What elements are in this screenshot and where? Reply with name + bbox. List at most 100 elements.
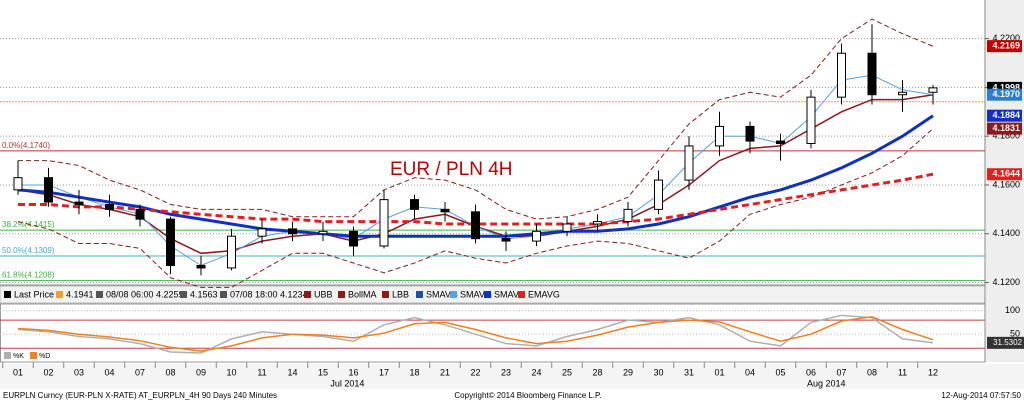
legend-value: 4.1563 [190, 289, 218, 299]
legend-entry: LBB [392, 289, 409, 299]
y-tick-label: 4.2200 [992, 33, 1020, 43]
y-tick-label: 100 [1005, 305, 1020, 315]
x-tick-label: 30 [653, 367, 663, 377]
series-line [17, 316, 934, 352]
value-box-label: 4.1970 [992, 89, 1020, 99]
x-tick-label: 22 [470, 367, 480, 377]
x-tick-label: 11 [898, 367, 907, 377]
month-label: Jul 2014 [330, 378, 364, 388]
legend-swatch [338, 291, 345, 298]
value-box-label: 4.1831 [992, 123, 1020, 133]
x-tick-label: 29 [623, 367, 633, 377]
x-tick-label: 31 [684, 367, 694, 377]
value-box-label: 4.2169 [992, 41, 1020, 51]
series-line [17, 128, 934, 288]
y-tick-label: 4.1200 [992, 277, 1020, 287]
value-box-label: 4.1998 [992, 82, 1020, 92]
x-tick-label: 18 [409, 367, 419, 377]
legend-label: Last Price [14, 289, 54, 299]
candle-body [166, 218, 175, 266]
legend-swatch [30, 352, 37, 359]
candle-body [532, 230, 541, 242]
x-tick-label: 02 [43, 367, 53, 377]
y-tick-label: 4.1400 [992, 228, 1020, 238]
candle-body [806, 96, 816, 144]
legend-entry: %K [13, 353, 24, 360]
legend-entry: SMAVG [460, 289, 492, 299]
candle-body [44, 177, 53, 203]
y-tick-label: 4.1800 [992, 131, 1020, 141]
fib-label: 0.0%(4.1740) [2, 141, 50, 150]
x-tick-label: 23 [501, 367, 511, 377]
candle-body [135, 208, 145, 220]
candle-body [867, 52, 877, 96]
legend-value: 4.1941 [66, 289, 94, 299]
x-tick-label: 07 [135, 367, 145, 377]
candle-body [227, 235, 236, 269]
x-tick-label: 09 [196, 367, 206, 377]
x-tick-label: 01 [714, 367, 724, 377]
candle-body [623, 208, 633, 223]
legend-entry: %D [39, 353, 50, 360]
x-tick-label: 14 [287, 367, 297, 377]
x-tick-label: 10 [226, 367, 236, 377]
fib-label: 38.2%(4.1415) [2, 220, 55, 229]
legend-entry: SMAVG [494, 289, 526, 299]
x-tick-label: 12 [928, 367, 938, 377]
candle-body [501, 238, 511, 242]
x-tick-label: 07 [836, 367, 846, 377]
candle-body [837, 52, 846, 98]
candle-body [715, 125, 724, 147]
legend-swatch [518, 291, 525, 298]
x-tick-label: 06 [806, 367, 816, 377]
x-tick-label: 03 [74, 367, 84, 377]
fib-label: 50.0%(4.1309) [2, 246, 55, 255]
value-box [987, 168, 1022, 181]
legend-swatch [180, 291, 187, 298]
candle-body [593, 221, 602, 225]
candle-body [288, 228, 297, 235]
candle-body [196, 264, 206, 269]
x-tick-label: 28 [592, 367, 602, 377]
candle-body [928, 87, 938, 93]
series-line [18, 172, 934, 226]
value-box [987, 336, 1024, 349]
legend-swatch [220, 291, 227, 298]
candle-body [349, 230, 358, 247]
x-tick-label: 15 [318, 367, 328, 377]
candle-body [684, 145, 694, 181]
candle-body [745, 125, 755, 142]
x-tick-label: 21 [440, 367, 450, 377]
value-box [987, 88, 1022, 101]
legend-swatch [450, 291, 457, 298]
series-line [17, 314, 934, 354]
legend-swatch [382, 291, 389, 298]
footer-right: 12-Aug-2014 07:57:50 [941, 391, 1021, 400]
value-box-label: 31.5302 [993, 338, 1022, 347]
legend-swatch [416, 291, 423, 298]
candle-body [471, 211, 480, 240]
legend-swatch [56, 291, 63, 298]
legend-entry: SMAVG [426, 289, 458, 299]
legend-entry: EMAVG [528, 289, 560, 299]
candle-body [654, 179, 663, 210]
legend-swatch [96, 291, 103, 298]
value-box [987, 40, 1022, 53]
footer-center: Copyright© 2014 Bloomberg Finance L.P. [454, 391, 601, 400]
value-box-label: 4.1644 [992, 169, 1020, 179]
x-tick-label: 01 [13, 367, 23, 377]
candle-body [105, 203, 114, 210]
candle-body [562, 223, 572, 232]
legend-value: 07/08 18:00 4.1234 [230, 289, 308, 299]
y-tick-label: 4.1600 [992, 179, 1020, 189]
value-box [987, 109, 1022, 122]
legend-entry: BollMA [348, 289, 377, 299]
x-tick-label: 16 [348, 367, 358, 377]
x-tick-label: 04 [745, 367, 755, 377]
x-tick-label: 04 [104, 367, 114, 377]
chart-title: EUR / PLN 4H [390, 159, 512, 180]
value-box [987, 122, 1022, 135]
series-line [18, 18, 934, 220]
candle-body [776, 140, 785, 145]
